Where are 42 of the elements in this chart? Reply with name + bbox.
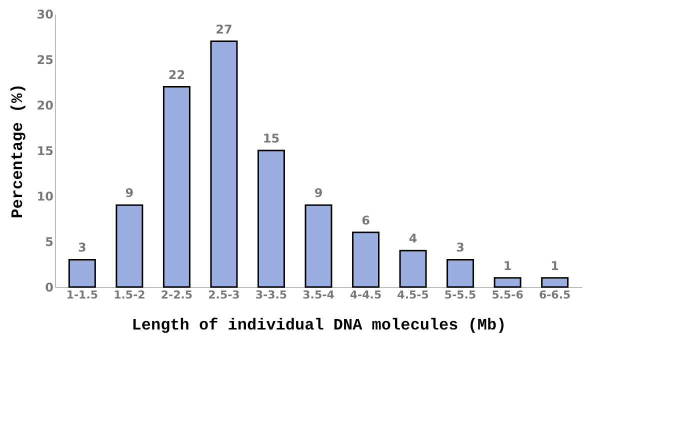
data-label: 27 <box>216 22 232 36</box>
x-tick-label: 1.5-2 <box>114 288 146 302</box>
x-tick-label: 4-4.5 <box>350 288 382 302</box>
y-tick-label: 15 <box>36 144 54 158</box>
data-label: 15 <box>262 132 280 146</box>
bar <box>116 204 144 288</box>
y-tick-label: 25 <box>36 53 54 67</box>
data-label: 22 <box>168 68 186 82</box>
x-tick-label: 6-6.5 <box>538 288 571 302</box>
x-tick-label: 1-1.5 <box>66 288 98 302</box>
y-tick-label: 30 <box>36 8 54 22</box>
y-tick-label: 10 <box>36 190 54 204</box>
x-tick-label: 4.5-5 <box>397 288 429 302</box>
x-tick-label: 3-3.5 <box>255 288 288 302</box>
data-label: 3 <box>78 240 86 255</box>
bar <box>304 204 332 288</box>
bar <box>494 277 522 288</box>
data-label: 1 <box>503 258 512 273</box>
y-axis-title: Percentage (%) <box>8 84 27 218</box>
x-tick-label: 2-2.5 <box>160 288 193 302</box>
y-tick-label: 20 <box>36 98 54 112</box>
bar <box>210 40 238 288</box>
data-label: 9 <box>314 186 323 200</box>
y-tick-label: 0 <box>45 280 54 294</box>
data-label: 9 <box>125 186 134 200</box>
bar <box>399 250 427 288</box>
bar <box>541 277 569 288</box>
data-label: 6 <box>362 213 370 228</box>
bar <box>162 86 190 288</box>
bar <box>257 150 285 288</box>
x-axis-title: Length of individual DNA molecules (Mb) <box>132 316 506 334</box>
x-tick-label: 3.5-4 <box>302 288 335 302</box>
y-tick-label: 5 <box>45 235 54 249</box>
bar <box>446 258 474 288</box>
x-tick-label: 2.5-3 <box>208 288 240 302</box>
x-tick-label: 5.5-6 <box>492 288 524 302</box>
bar <box>68 258 96 288</box>
data-label: 3 <box>456 240 464 255</box>
x-tick-label: 5-5.5 <box>444 288 476 302</box>
data-label: 4 <box>408 232 418 246</box>
bar <box>352 232 380 288</box>
data-label: 1 <box>550 258 560 273</box>
